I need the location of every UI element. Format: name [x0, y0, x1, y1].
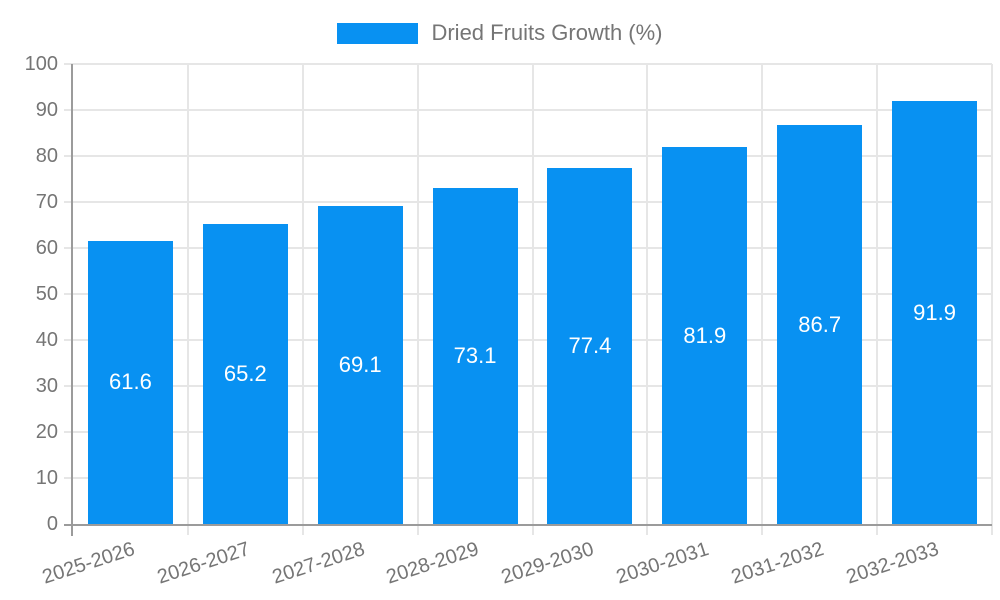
- bar-2027-2028[interactable]: [317, 206, 403, 524]
- x-axis-labels: 2025-2026 2026-2027 2027-2028 2028-2029 2029…: [39, 538, 992, 600]
- legend-swatch: [337, 22, 419, 44]
- y-axis-tick-label: 70: [35, 191, 58, 213]
- y-axis-tick-label: 20: [35, 421, 58, 443]
- x-axis-tick: [416, 524, 419, 535]
- x-axis-tick: [646, 524, 649, 535]
- y-axis-tick: [64, 201, 73, 203]
- bar-value-label: 86.7: [798, 311, 842, 337]
- x-axis-line: [64, 524, 992, 526]
- bar-value-label: 65.2: [223, 361, 267, 387]
- x-axis-label: 2026-2027: [154, 538, 253, 589]
- y-axis-line: [71, 64, 73, 536]
- x-axis-tick: [876, 524, 879, 535]
- gridline-vertical: [416, 64, 419, 524]
- x-axis-label: 2028-2029: [384, 538, 482, 589]
- gridline-vertical: [761, 64, 764, 524]
- y-axis-tick: [64, 385, 73, 387]
- bar-2032-2033[interactable]: [892, 101, 978, 524]
- y-axis-tick-label: 60: [35, 237, 58, 259]
- y-axis-tick-label: 50: [35, 283, 58, 305]
- y-axis-tick: [64, 431, 73, 433]
- y-axis-tick-label: 10: [35, 467, 58, 489]
- y-axis-tick-label: 30: [35, 375, 58, 397]
- gridline-vertical: [991, 64, 993, 524]
- x-axis-tick: [186, 524, 189, 535]
- gridline-vertical: [876, 64, 879, 524]
- plot-area: 61.6 65.2 69.1 73.1 77.4 81.9 86.7 91.9: [64, 63, 993, 536]
- bar-2029-2030[interactable]: [547, 167, 633, 524]
- x-axis-label: 2025-2026: [39, 538, 138, 589]
- y-axis-tick: [64, 477, 73, 479]
- y-axis-labels: 0 10 20 30 40 50 60 70 80 90 100: [0, 53, 58, 535]
- x-axis-label: 2032-2033: [843, 538, 942, 589]
- legend[interactable]: Dried Fruits Growth (%): [0, 20, 1000, 46]
- x-axis-tick: [991, 524, 993, 535]
- y-axis-tick: [64, 293, 73, 295]
- x-axis-label: 2029-2030: [498, 538, 597, 589]
- y-axis-tick: [64, 109, 73, 111]
- bar-2028-2029[interactable]: [432, 187, 518, 524]
- y-axis-tick: [64, 339, 73, 341]
- bar-2025-2026[interactable]: [87, 240, 173, 524]
- bar-value-label: 69.1: [338, 352, 382, 378]
- bar-value-label: 81.9: [683, 322, 727, 348]
- bar-value-label: 73.1: [453, 342, 497, 368]
- y-axis-tick: [64, 63, 73, 66]
- bar-2030-2031[interactable]: [662, 147, 748, 524]
- y-axis-tick-label: 90: [35, 99, 58, 121]
- gridline-vertical: [301, 64, 304, 524]
- legend-label: Dried Fruits Growth (%): [431, 20, 663, 45]
- bar-2026-2027[interactable]: [202, 224, 288, 524]
- gridline-vertical: [531, 64, 534, 524]
- x-axis-tick: [531, 524, 534, 535]
- y-axis-tick-label: 100: [24, 53, 58, 75]
- y-axis-tick: [64, 155, 73, 157]
- gridline-vertical: [186, 64, 189, 524]
- x-axis-tick: [761, 524, 764, 535]
- x-axis-label: 2030-2031: [613, 538, 712, 589]
- bar-value-label: 77.4: [568, 332, 612, 358]
- x-axis-tick: [301, 524, 304, 535]
- y-axis-tick-label: 40: [35, 329, 58, 351]
- bar-value-label: 61.6: [109, 369, 152, 395]
- y-axis-tick-label: 0: [46, 513, 58, 535]
- bar-2031-2032[interactable]: [777, 125, 863, 524]
- x-axis-label: 2027-2028: [269, 538, 367, 589]
- y-axis-tick: [64, 247, 73, 249]
- bar-value-label: 91.9: [913, 299, 956, 325]
- y-axis-tick-label: 80: [35, 145, 58, 167]
- gridline-vertical: [646, 64, 649, 524]
- x-axis-label: 2031-2032: [728, 538, 827, 589]
